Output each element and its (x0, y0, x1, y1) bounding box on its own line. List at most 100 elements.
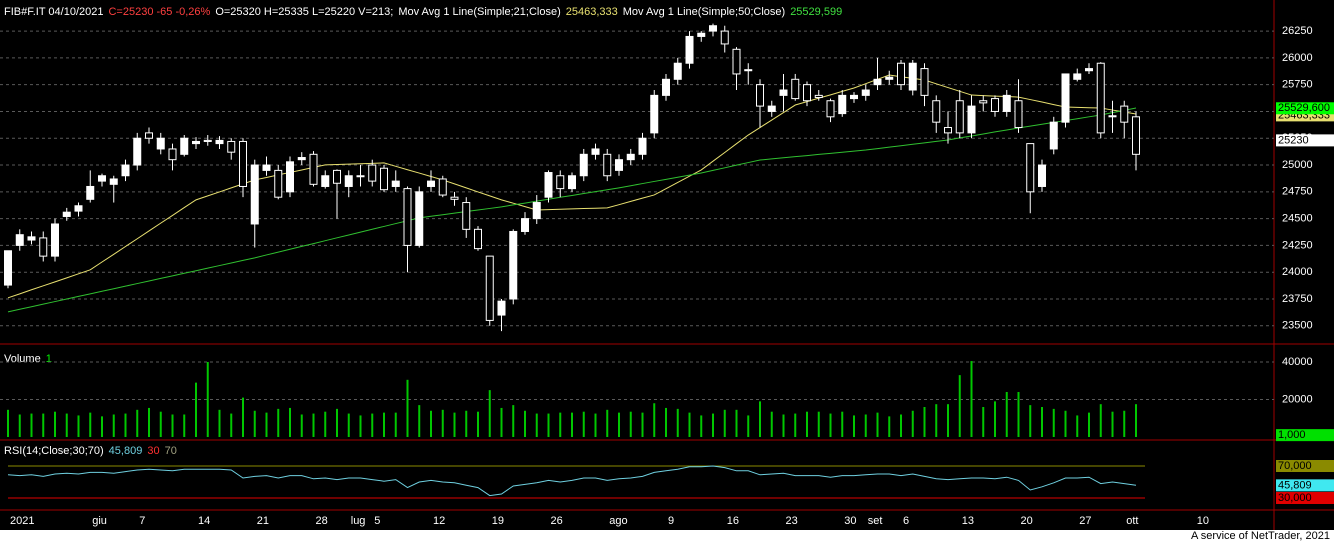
candle-body (685, 35, 694, 64)
candle-body (74, 205, 83, 212)
x-tick-label: 23 (786, 515, 798, 527)
panel-title: FIB#F.IT 04/10/2021 C=25230 -65 -0,26% O=2… (4, 6, 842, 18)
candle-body (521, 218, 529, 232)
candle-body (967, 105, 976, 134)
y-tick-label: 24250 (1282, 239, 1313, 251)
price-box-label: 25230 (1278, 134, 1309, 146)
x-tick-label: 9 (668, 515, 674, 527)
candle-body (662, 78, 670, 96)
candle-body (638, 137, 647, 155)
candle-body (309, 153, 318, 185)
x-tick-label: 19 (492, 515, 504, 527)
candle-body (27, 236, 36, 241)
x-tick-label: set (868, 515, 883, 527)
footer: A service of NetTrader, 2021 (1191, 530, 1330, 542)
x-tick-label: 30 (844, 515, 856, 527)
candle-body (873, 78, 882, 86)
candle-body (1096, 62, 1105, 134)
footer-bar (0, 530, 1334, 542)
candle-body (1049, 121, 1058, 150)
x-tick-label: lug (351, 515, 366, 527)
y-tick-label: 25750 (1282, 79, 1313, 91)
candle-body (15, 234, 24, 246)
candle-body (1026, 143, 1035, 193)
candle-body (615, 159, 623, 171)
price-box (1276, 134, 1334, 147)
y-tick-label: 23500 (1282, 320, 1313, 332)
candle-body (380, 167, 388, 191)
candle-body (732, 48, 741, 75)
price-box-label: 1,000 (1278, 429, 1306, 441)
x-tick-label: 13 (962, 515, 974, 527)
candle-body (932, 100, 941, 123)
candle-body (262, 164, 271, 171)
y-tick-label: 30,000 (1278, 492, 1312, 504)
candle-body (803, 84, 811, 102)
title-part: O=25320 H=25335 L=25220 V=213; (215, 6, 393, 18)
y-tick-label: 25000 (1282, 159, 1313, 171)
y-tick-label: 20000 (1282, 393, 1313, 405)
title-part: Mov Avg 1 Line(Simple;21;Close) (398, 6, 560, 18)
candle-body (427, 180, 435, 187)
x-tick-label: 16 (727, 515, 739, 527)
candle-body (885, 76, 894, 80)
title-part: 25529,599 (790, 6, 842, 18)
level-box (1276, 460, 1334, 472)
candle-body (415, 191, 424, 246)
title-part: 25463,333 (566, 6, 618, 18)
candle-body (767, 105, 776, 112)
candle-body (180, 137, 189, 155)
title-part: 45,809 (109, 445, 143, 457)
candle-body (286, 161, 294, 193)
candle-body (391, 180, 400, 187)
candle-body (826, 100, 835, 118)
x-tick-label: giu (92, 515, 107, 527)
candle-body (356, 175, 365, 178)
candle-body (168, 148, 177, 161)
x-tick-label: 26 (551, 515, 563, 527)
candle-body (509, 230, 518, 300)
candle-body (756, 84, 764, 107)
candle-body (1132, 116, 1140, 155)
candle-body (861, 89, 870, 96)
price-box-label: 25529,600 (1278, 102, 1330, 114)
candle-body (297, 157, 306, 161)
x-tick-label: 27 (1079, 515, 1091, 527)
y-tick-label: 24500 (1282, 213, 1313, 225)
title-part: C=25230 -65 -0,26% (108, 6, 210, 18)
x-tick-label: 6 (903, 515, 909, 527)
candle-body (321, 175, 330, 187)
candle-body (109, 178, 118, 185)
candle-body (568, 175, 576, 190)
candle-body (814, 94, 823, 99)
candle-body (403, 188, 412, 246)
candle-body (1061, 73, 1070, 123)
candle-body (650, 94, 659, 134)
candle-body (39, 237, 48, 257)
candle-body (203, 139, 212, 142)
candle-body (897, 62, 905, 86)
candle-body (368, 164, 377, 182)
panel-title: RSI(14;Close;30;70) 45,809 30 70 (4, 445, 177, 457)
candle-body (991, 98, 999, 112)
candle-body (156, 137, 165, 150)
candle-body (920, 68, 929, 96)
moving-average-line (7, 74, 1137, 299)
candle-body (838, 94, 847, 115)
y-tick-label: 23750 (1282, 293, 1313, 305)
candle-body (908, 62, 917, 91)
candle-body (1073, 73, 1082, 80)
price-box (1276, 102, 1334, 115)
level-box (1276, 492, 1334, 504)
candle-body (944, 127, 952, 134)
y-tick-label: 24000 (1282, 266, 1313, 278)
candle-body (579, 153, 588, 177)
x-tick-label: 21 (257, 515, 269, 527)
candle-body (720, 30, 729, 45)
x-tick-label: ott (1126, 515, 1138, 527)
title-part: 1 (46, 353, 52, 365)
candle-body (121, 164, 130, 177)
candle-body (62, 211, 71, 217)
